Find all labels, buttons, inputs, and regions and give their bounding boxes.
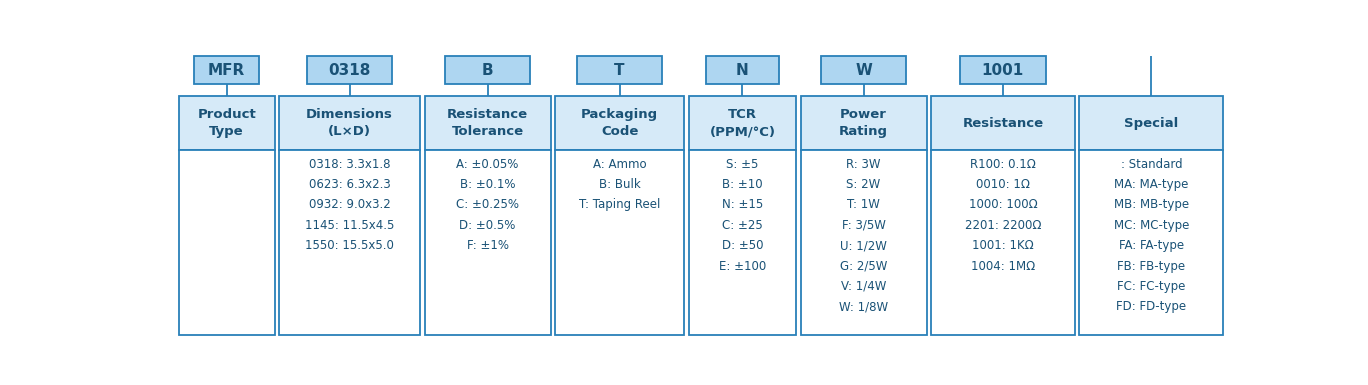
Text: B: Bulk: B: Bulk [599,178,640,191]
Text: B: ±10: B: ±10 [722,178,763,191]
FancyBboxPatch shape [688,150,796,335]
Text: Special: Special [1124,117,1178,130]
Text: MFR: MFR [208,63,245,77]
Text: C: ±0.25%: C: ±0.25% [456,198,518,211]
FancyBboxPatch shape [577,56,662,84]
Text: FD: FD-type: FD: FD-type [1116,300,1186,313]
FancyBboxPatch shape [279,150,420,335]
Text: 2201: 2200Ω: 2201: 2200Ω [964,219,1041,232]
FancyBboxPatch shape [1079,96,1223,150]
Text: C: ±25: C: ±25 [722,219,763,232]
Text: W: 1/8W: W: 1/8W [839,300,888,313]
Text: R100: 0.1Ω: R100: 0.1Ω [970,157,1036,171]
FancyBboxPatch shape [960,56,1045,84]
Text: Product
Type: Product Type [197,108,256,138]
FancyBboxPatch shape [555,96,684,150]
FancyBboxPatch shape [688,96,796,150]
FancyBboxPatch shape [800,96,926,150]
Text: D: ±50: D: ±50 [722,239,763,252]
Text: 1004: 1MΩ: 1004: 1MΩ [971,259,1036,273]
Text: T: Taping Reel: T: Taping Reel [579,198,661,211]
FancyBboxPatch shape [179,150,275,335]
Text: Packaging
Code: Packaging Code [581,108,658,138]
Text: Dimensions
(L×D): Dimensions (L×D) [306,108,393,138]
Text: Resistance
Tolerance: Resistance Tolerance [447,108,528,138]
FancyBboxPatch shape [306,56,393,84]
Text: G: 2/5W: G: 2/5W [840,259,888,273]
FancyBboxPatch shape [821,56,906,84]
Text: V: 1/4W: V: 1/4W [841,280,886,293]
Text: 0010: 1Ω: 0010: 1Ω [975,178,1030,191]
Text: Power
Rating: Power Rating [839,108,888,138]
Text: W: W [855,63,871,77]
FancyBboxPatch shape [930,96,1075,150]
Text: U: 1/2W: U: 1/2W [840,239,886,252]
Text: 0932: 9.0x3.2: 0932: 9.0x3.2 [309,198,390,211]
Text: MA: MA-type: MA: MA-type [1114,178,1189,191]
FancyBboxPatch shape [1079,150,1223,335]
FancyBboxPatch shape [706,56,780,84]
Text: A: Ammo: A: Ammo [592,157,647,171]
Text: S: 2W: S: 2W [847,178,881,191]
Text: FB: FB-type: FB: FB-type [1118,259,1186,273]
Text: 0318: 3.3x1.8: 0318: 3.3x1.8 [309,157,390,171]
Text: 1001: 1KΩ: 1001: 1KΩ [973,239,1034,252]
Text: 0318: 0318 [328,63,371,77]
FancyBboxPatch shape [445,56,531,84]
FancyBboxPatch shape [800,150,926,335]
FancyBboxPatch shape [424,96,550,150]
Text: B: B [482,63,494,77]
Text: 1145: 11.5x4.5: 1145: 11.5x4.5 [305,219,394,232]
Text: 0623: 6.3x2.3: 0623: 6.3x2.3 [309,178,390,191]
Text: Resistance: Resistance [962,117,1044,130]
FancyBboxPatch shape [424,150,550,335]
Text: T: 1W: T: 1W [847,198,880,211]
Text: B: ±0.1%: B: ±0.1% [460,178,516,191]
Text: E: ±100: E: ±100 [718,259,766,273]
FancyBboxPatch shape [555,150,684,335]
Text: 1001: 1001 [982,63,1025,77]
Text: : Standard: : Standard [1120,157,1182,171]
Text: TCR
(PPM/°C): TCR (PPM/°C) [710,108,776,138]
Text: D: ±0.5%: D: ±0.5% [460,219,516,232]
Text: S: ±5: S: ±5 [726,157,759,171]
Text: 1550: 15.5x5.0: 1550: 15.5x5.0 [305,239,394,252]
Text: F: 3/5W: F: 3/5W [841,219,885,232]
FancyBboxPatch shape [930,150,1075,335]
FancyBboxPatch shape [194,56,260,84]
Text: N: ±15: N: ±15 [722,198,763,211]
Text: T: T [614,63,625,77]
Text: MC: MC-type: MC: MC-type [1114,219,1189,232]
FancyBboxPatch shape [179,96,275,150]
FancyBboxPatch shape [279,96,420,150]
Text: N: N [736,63,748,77]
Text: F: ±1%: F: ±1% [466,239,509,252]
Text: FA: FA-type: FA: FA-type [1119,239,1183,252]
Text: 1000: 100Ω: 1000: 100Ω [969,198,1037,211]
Text: MB: MB-type: MB: MB-type [1114,198,1189,211]
Text: FC: FC-type: FC: FC-type [1118,280,1186,293]
Text: A: ±0.05%: A: ±0.05% [457,157,518,171]
Text: R: 3W: R: 3W [847,157,881,171]
